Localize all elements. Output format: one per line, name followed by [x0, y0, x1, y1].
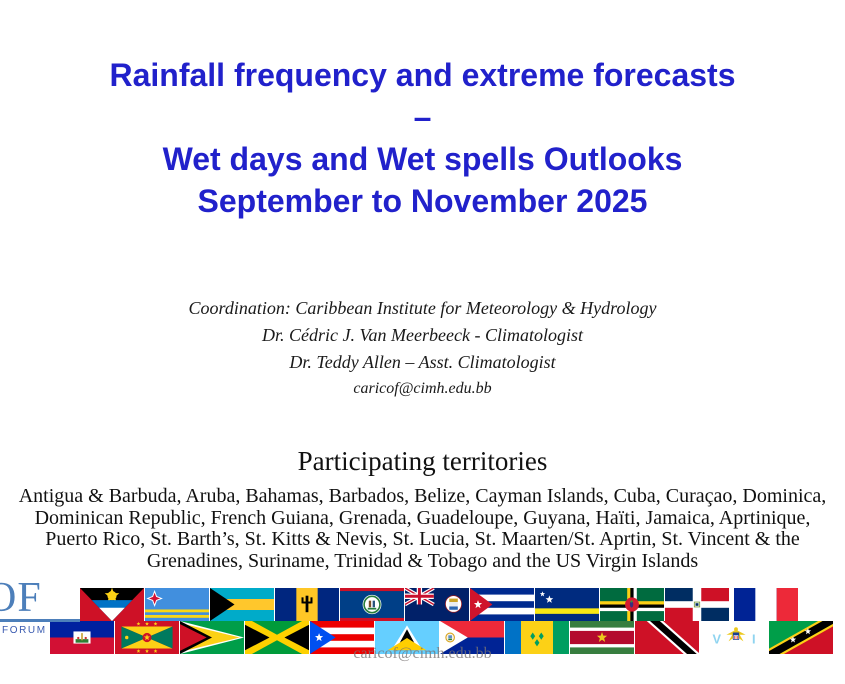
territories-line-4: Grenadines, Suriname, Trinidad & Tobago …	[146, 549, 699, 572]
territories-line-3: Puerto Rico, St. Barth’s, St. Kitts & Ne…	[45, 528, 800, 550]
coordination-block: Coordination: Caribbean Institute for Me…	[0, 295, 845, 402]
caricof-logo: OF FORUM	[0, 575, 80, 636]
flag-dominican-republic-icon	[665, 588, 729, 621]
flag-antigua-barbuda-icon	[80, 588, 144, 621]
svg-text:I: I	[752, 631, 756, 646]
flag-st-lucia-icon	[375, 621, 439, 654]
territories-line-1: Antigua & Barbuda, Aruba, Bahamas, Barba…	[18, 485, 827, 507]
coordination-asst-climatologist: Dr. Teddy Allen – Asst. Climatologist	[289, 352, 556, 372]
flag-belize-icon	[340, 588, 404, 621]
coordination-climatologist: Dr. Cédric J. Van Meerbeeck - Climatolog…	[262, 325, 583, 345]
footer-email: caricof@cimh.edu.bb	[353, 645, 492, 662]
title-block: Rainfall frequency and extreme forecasts…	[0, 54, 845, 222]
flag-suriname-icon	[570, 621, 634, 654]
caricof-logo-subtext: FORUM	[2, 625, 47, 636]
svg-text:V: V	[713, 631, 722, 646]
flag-bahamas-icon	[210, 588, 274, 621]
flag-puerto-rico-icon	[310, 621, 374, 654]
flag-guyana-icon	[180, 621, 244, 654]
caricof-logo-wordmark: OF	[0, 575, 42, 621]
flag-st-kitts-nevis-icon	[769, 621, 833, 654]
caricof-logo-rule	[0, 619, 80, 622]
slide-title-line-3: September to November 2025	[197, 183, 648, 219]
flag-france-icon	[734, 588, 798, 621]
territories-list: Antigua & Barbuda, Aruba, Bahamas, Barba…	[0, 485, 845, 572]
coordination-institute: Coordination: Caribbean Institute for Me…	[188, 298, 657, 318]
slide-title-line-1: Rainfall frequency and extreme forecasts	[109, 57, 736, 93]
territories-heading: Participating territories	[297, 446, 548, 476]
flag-st-maarten-icon	[440, 621, 504, 654]
slide-title-line-2: Wet days and Wet spells Outlooks	[162, 141, 683, 177]
flag-barbados-icon	[275, 588, 339, 621]
flag-dominica-icon	[600, 588, 664, 621]
flag-st-vincent-grenadines-icon	[505, 621, 569, 654]
flag-cayman-islands-icon	[405, 588, 469, 621]
flag-row-top	[80, 588, 799, 621]
flag-cuba-icon	[470, 588, 534, 621]
flag-aruba-icon	[145, 588, 209, 621]
flag-grenada-icon	[115, 621, 179, 654]
flag-trinidad-tobago-icon	[635, 621, 699, 654]
slide-title-dash: –	[413, 99, 432, 135]
flag-curacao-icon	[535, 588, 599, 621]
flag-jamaica-icon	[245, 621, 309, 654]
flag-haiti-icon	[50, 621, 114, 654]
coordination-email: caricof@cimh.edu.bb	[353, 380, 492, 397]
territories-line-2: Dominican Republic, French Guiana, Grena…	[34, 506, 811, 529]
